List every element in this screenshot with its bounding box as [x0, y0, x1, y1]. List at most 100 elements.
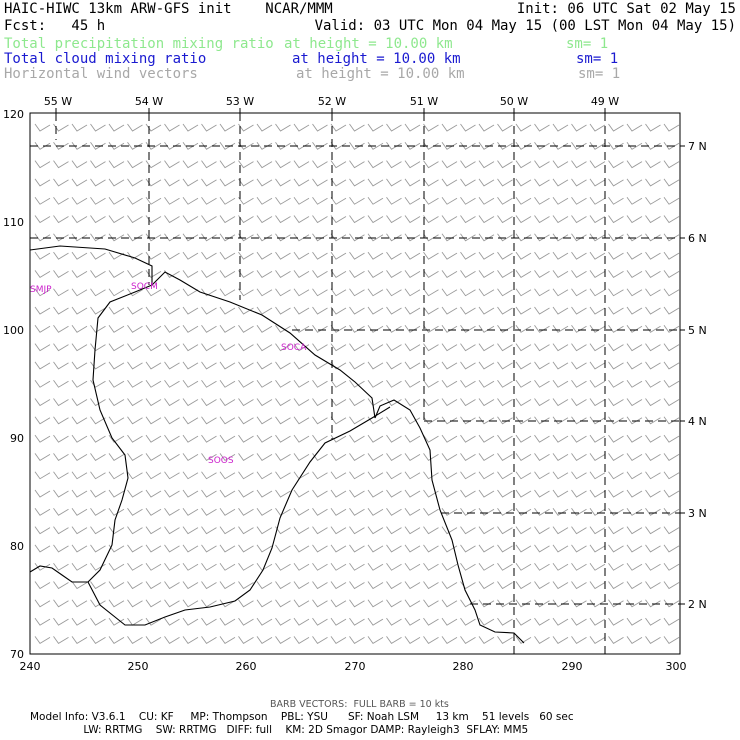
wind-barb	[386, 617, 402, 626]
wind-barb	[164, 471, 180, 480]
wind-barb	[201, 617, 217, 626]
wind-barb	[108, 398, 125, 407]
wind-barb	[478, 306, 495, 315]
wind-barb	[238, 526, 254, 535]
wind-barb	[293, 123, 310, 132]
barb-note: BARB VECTORS: FULL BARB = 10 kts	[270, 699, 449, 710]
wind-barb	[145, 325, 162, 333]
wind-barb	[589, 379, 606, 388]
wind-barb	[330, 544, 347, 553]
wind-barb	[663, 544, 680, 553]
wind-barb	[515, 123, 532, 132]
wind-barb	[367, 288, 384, 297]
wind-barb	[460, 398, 476, 407]
wind-barb	[312, 434, 328, 443]
wind-barb	[663, 599, 680, 608]
wind-barb	[330, 416, 347, 425]
wind-barb	[349, 453, 365, 461]
wind-barb	[515, 544, 532, 553]
wind-barb	[127, 306, 143, 315]
wind-barb	[423, 233, 439, 242]
french-guiana-coast	[151, 271, 376, 419]
wind-barb	[330, 306, 347, 315]
wind-barb	[312, 617, 328, 626]
wind-barb	[589, 599, 606, 608]
wind-barb	[367, 196, 384, 205]
wind-barb	[182, 581, 199, 590]
wind-barb	[201, 160, 217, 169]
wind-barb	[589, 142, 606, 150]
wind-barb	[571, 581, 587, 590]
wind-barb	[293, 288, 310, 297]
wind-barb	[497, 178, 513, 187]
wind-barb	[497, 288, 513, 297]
wind-barb	[275, 178, 291, 187]
wind-barb	[367, 581, 384, 590]
wind-barb	[589, 270, 606, 278]
wind-barb	[312, 123, 328, 132]
wind-barb	[34, 581, 51, 590]
wind-barb	[293, 617, 310, 626]
wind-barb	[663, 270, 680, 278]
lat-label: 7 N	[688, 140, 707, 153]
wind-barb	[90, 270, 106, 278]
wind-barb	[108, 123, 125, 132]
wind-barb	[219, 526, 236, 535]
wind-barb	[293, 251, 310, 260]
wind-barb	[386, 160, 402, 169]
wind-barb	[404, 196, 421, 205]
wind-barb	[626, 599, 643, 608]
wind-barb	[404, 617, 421, 626]
wind-barb	[478, 434, 495, 443]
wind-barb	[349, 343, 365, 352]
wind-barb	[589, 526, 606, 535]
wind-barb	[608, 599, 624, 608]
wind-barb	[608, 288, 624, 297]
lon-label: 50 W	[500, 95, 528, 108]
wind-barb	[552, 325, 569, 333]
wind-barb	[71, 233, 88, 242]
wind-barb	[589, 489, 606, 498]
wind-barb	[404, 215, 421, 224]
wind-barb	[367, 398, 384, 407]
wind-barb	[404, 526, 421, 535]
wind-barb	[386, 544, 402, 553]
wind-barb	[663, 453, 680, 461]
wind-barb	[201, 434, 217, 443]
wind-barb	[182, 636, 199, 644]
wind-barb	[275, 434, 291, 443]
wind-barb	[441, 215, 458, 224]
lon-label: 49 W	[591, 95, 619, 108]
wind-barb	[663, 434, 680, 443]
wind-barb	[608, 471, 624, 480]
wind-barb	[423, 142, 439, 150]
wind-barb	[423, 398, 439, 407]
wind-barb	[182, 416, 199, 425]
wind-barb	[71, 434, 88, 443]
wind-barb	[478, 251, 495, 260]
wind-barb	[312, 599, 328, 608]
wind-barb	[589, 233, 606, 242]
wind-barb	[441, 361, 458, 370]
wind-barb	[71, 288, 88, 297]
x-axis: 240 250 260 270 280 290 300	[20, 660, 687, 673]
wind-barb	[497, 581, 513, 590]
wind-barb	[219, 251, 236, 260]
wind-barb	[53, 123, 69, 132]
wind-barb	[349, 233, 365, 242]
wind-barb	[423, 599, 439, 608]
wind-barb	[201, 489, 217, 498]
wind-barb	[626, 215, 643, 224]
wind-barb	[90, 233, 106, 242]
wind-barb	[626, 196, 643, 205]
wind-barb	[145, 636, 162, 644]
wind-barb	[441, 526, 458, 535]
wind-barb	[497, 617, 513, 626]
lon-label: 53 W	[226, 95, 254, 108]
wind-barb	[608, 325, 624, 333]
wind-barb	[127, 233, 143, 242]
wind-barb	[534, 196, 550, 205]
wind-barb	[330, 636, 347, 644]
lon-label: 54 W	[135, 95, 163, 108]
wind-barb	[182, 325, 199, 333]
